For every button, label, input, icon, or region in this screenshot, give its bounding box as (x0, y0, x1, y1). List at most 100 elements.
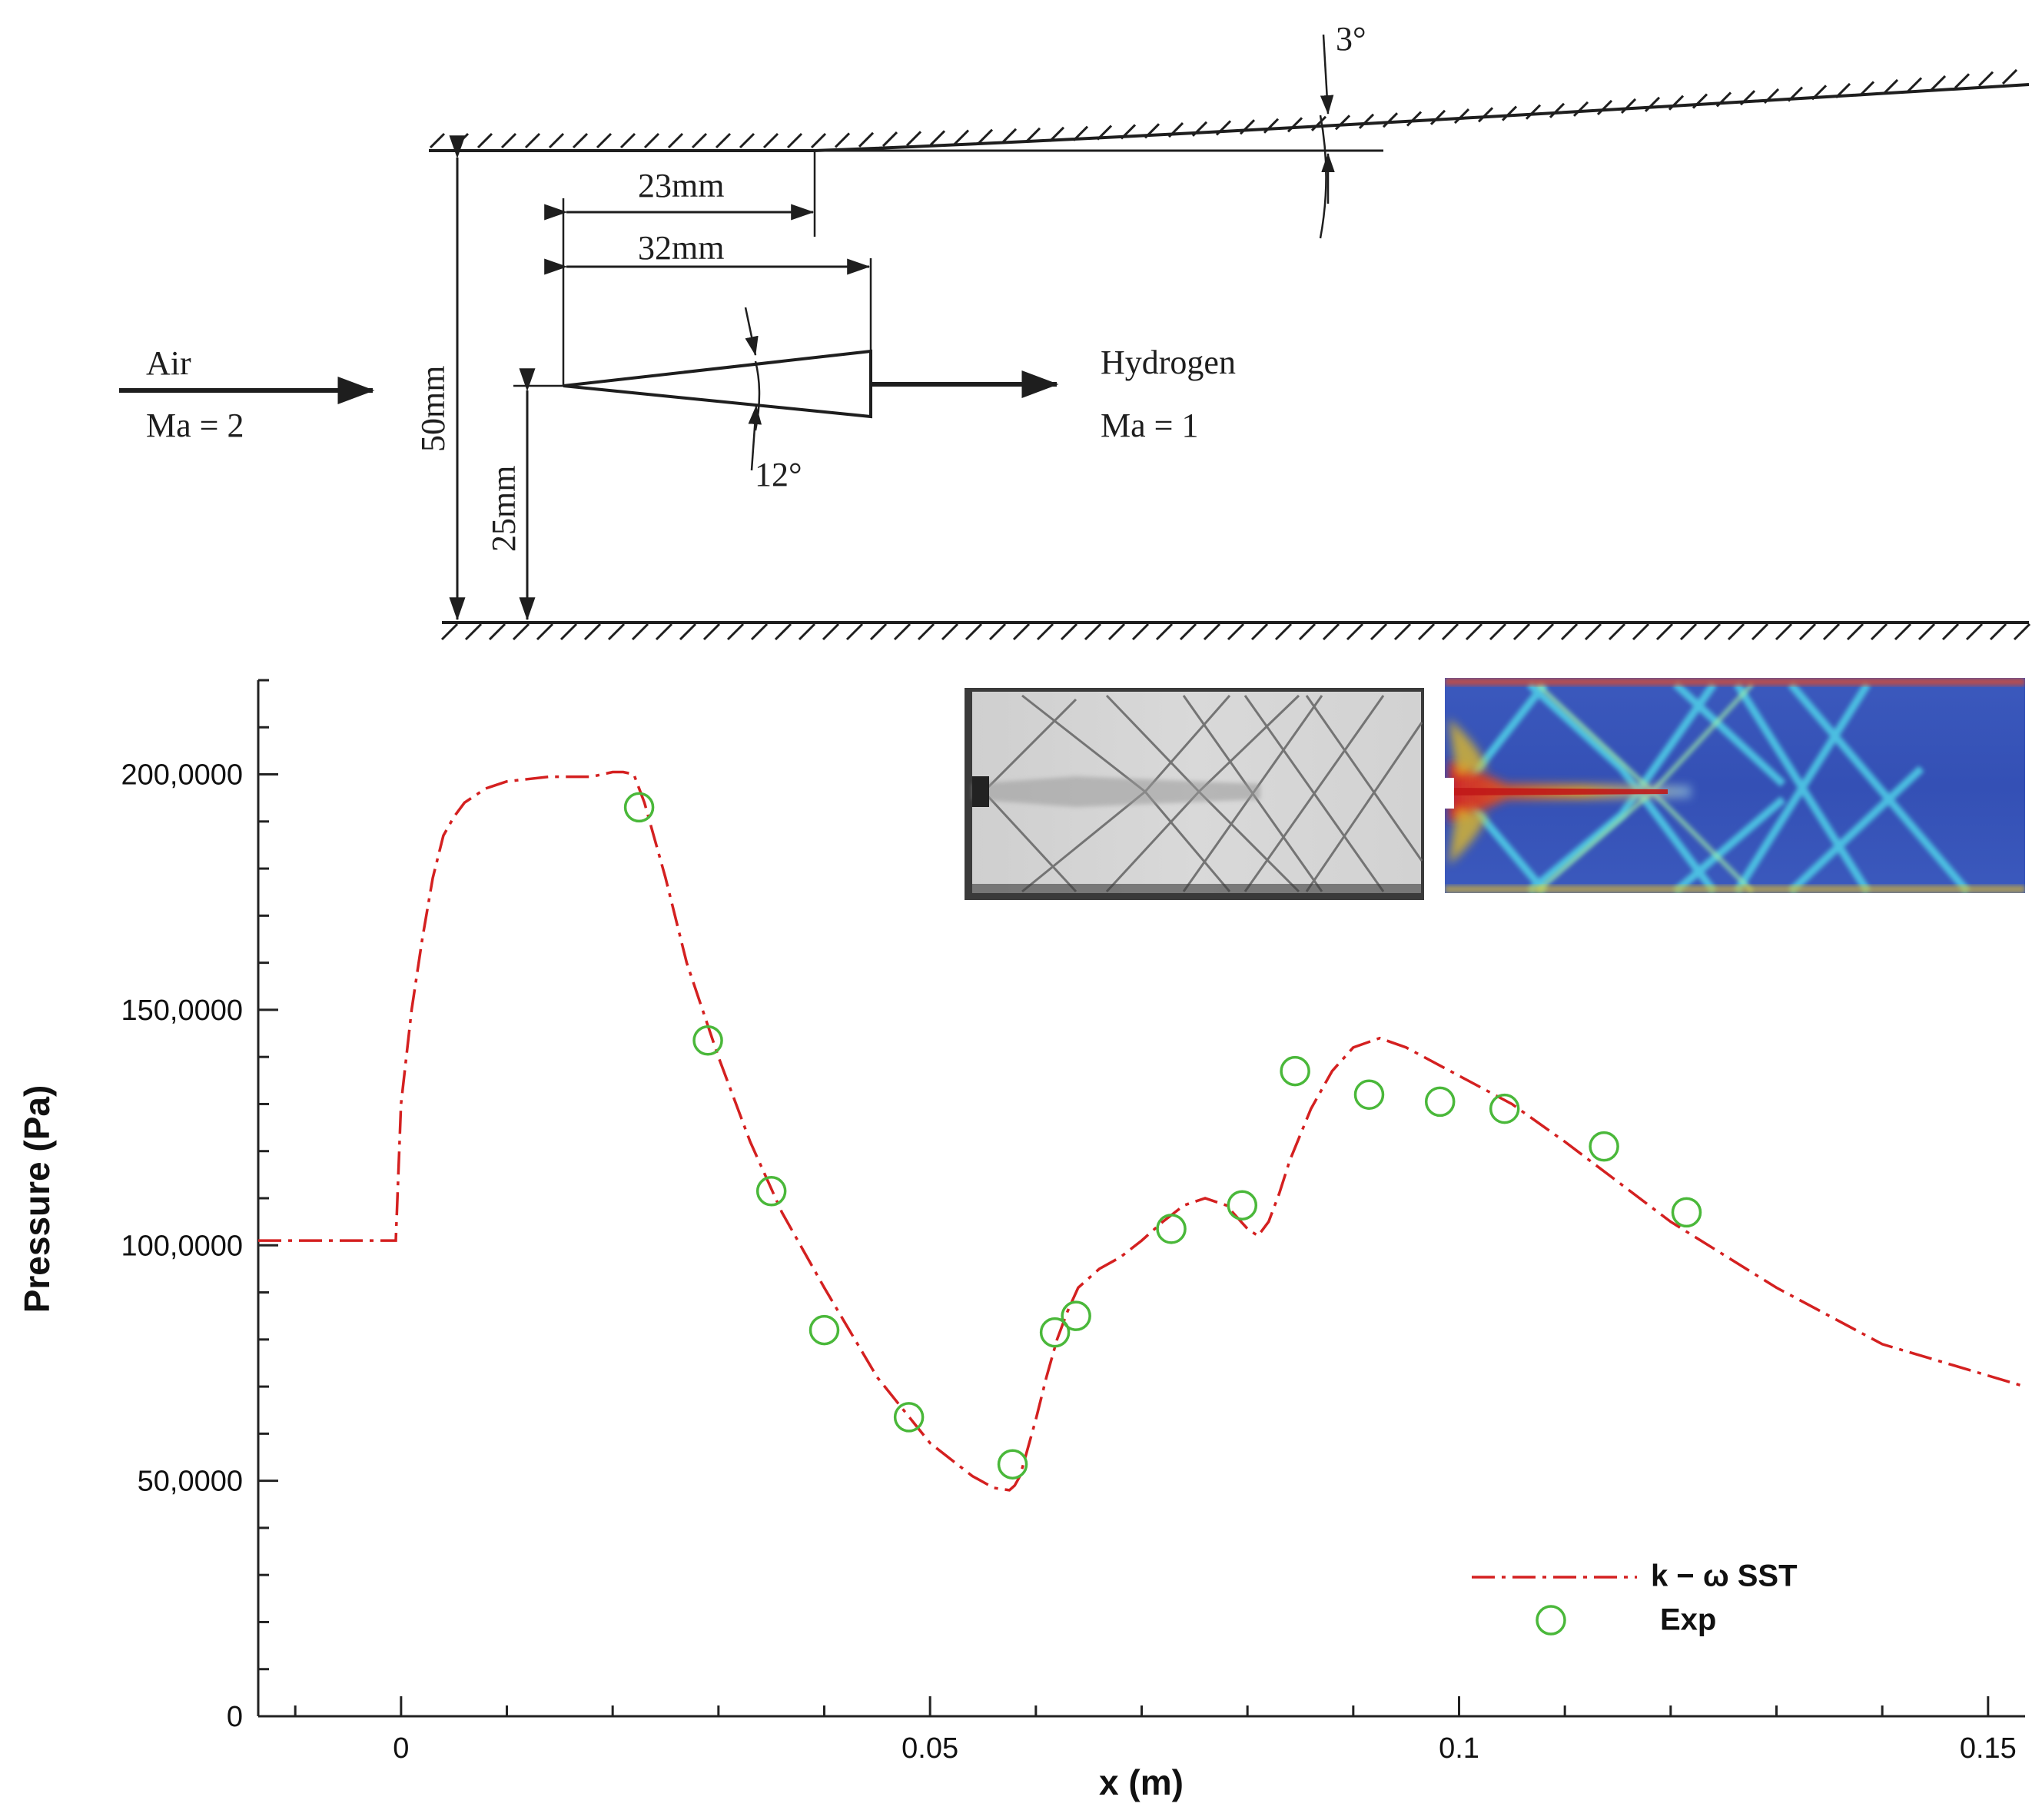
hatch-mark (619, 132, 636, 149)
hatch-mark (1107, 623, 1126, 641)
hatch-mark (1870, 623, 1888, 641)
hatch-mark (1501, 105, 1518, 121)
x-axis-label: x (m) (1099, 1762, 1184, 1802)
top-wall (429, 83, 2030, 152)
dim-25mm-label: 25mm (485, 466, 523, 552)
exp-data-point (1424, 1086, 1456, 1118)
hydrogen-mach-label: Ma = 1 (1101, 407, 1198, 444)
hatch-mark (1822, 623, 1841, 641)
schlieren-photo-inset (965, 688, 1424, 900)
hatch-mark (536, 623, 554, 641)
hatch-mark (1346, 623, 1364, 641)
exp-data-point (997, 1449, 1028, 1480)
x-tick-labels: 0 0.05 0.1 0.15 (393, 1732, 2017, 1765)
hatch-mark (524, 132, 541, 149)
hatch-mark (2013, 623, 2031, 641)
hatch-mark (679, 623, 697, 641)
hatch-mark (1441, 623, 1459, 641)
hatch-mark (512, 623, 530, 641)
hatch-mark (786, 132, 803, 149)
hatch-mark (893, 623, 911, 641)
hatch-mark (1882, 78, 1899, 95)
hatch-mark (476, 132, 493, 149)
hatch-mark (1858, 81, 1875, 97)
exp-data-point (1489, 1093, 1520, 1124)
hatch-mark (822, 623, 840, 641)
hatch-mark (810, 132, 827, 149)
hatch-mark (1060, 623, 1078, 641)
hatch-mark (798, 623, 816, 641)
exp-data-point (1671, 1197, 1702, 1228)
hatch-mark (559, 623, 578, 641)
hatch-mark (1644, 96, 1661, 112)
hatch-mark (1584, 623, 1602, 641)
exp-data-point (808, 1314, 840, 1346)
hatch-mark (929, 130, 946, 146)
hatch-mark (1179, 623, 1197, 641)
simulation-contour-inset (1445, 678, 2025, 893)
hatch-mark (1382, 112, 1399, 128)
hatch-mark (953, 129, 970, 145)
hatch-mark (1131, 623, 1150, 641)
hatch-mark (1453, 108, 1470, 125)
hatch-mark (1798, 623, 1817, 641)
hatch-mark (1620, 98, 1637, 114)
hatch-mark (464, 623, 483, 641)
hatch-mark (1834, 82, 1851, 98)
hatch-mark (1775, 623, 1793, 641)
hatch-mark (1572, 101, 1589, 117)
hatch-mark (869, 623, 888, 641)
hatch-mark (845, 623, 864, 641)
hatch-mark (1429, 109, 1446, 125)
hatch-mark (1203, 623, 1221, 641)
hatch-mark (1512, 623, 1531, 641)
hatch-mark (1393, 623, 1412, 641)
hatch-mark (1417, 623, 1436, 641)
pressure-chart: 0 0.05 0.1 0.15 0 50,0000 100,0000 150,0000 200… (17, 679, 2026, 1802)
hatch-mark (1811, 85, 1828, 101)
hatch-mark (631, 623, 649, 641)
hatch-mark (1370, 623, 1388, 641)
hatch-mark (440, 623, 459, 641)
hatch-mark (750, 623, 769, 641)
hatch-mark (548, 132, 565, 149)
hatch-mark (774, 623, 792, 641)
y-tick-label: 200,0000 (121, 759, 244, 792)
hatch-mark (1655, 623, 1674, 641)
hatch-mark (1739, 90, 1756, 106)
legend-exp-label: Exp (1660, 1603, 1716, 1637)
hatch-mark (572, 132, 589, 149)
hatch-mark (2001, 68, 2018, 85)
hatch-mark (1310, 115, 1327, 131)
hatch-mark (1536, 623, 1555, 641)
hatch-mark (965, 623, 983, 641)
hatch-mark (1965, 623, 1984, 641)
hatch-mark (1250, 623, 1269, 641)
hatch-mark (1727, 623, 1745, 641)
angle-3-arc (1319, 115, 1327, 239)
top-wall-hatching (429, 68, 2018, 149)
air-mach-label: Ma = 2 (146, 407, 244, 444)
hatch-mark (702, 623, 721, 641)
hatch-mark (1977, 71, 1994, 87)
hatch-mark (1989, 623, 2007, 641)
exp-data-point (1280, 1055, 1310, 1087)
hatch-mark (988, 623, 1007, 641)
hatch-mark (1144, 123, 1160, 139)
schematic-labels: Air Ma = 2 Hydrogen Ma = 1 23mm 32mm 50m… (146, 20, 1366, 552)
angle-12-label: 12° (755, 456, 802, 493)
hatch-mark (1215, 120, 1232, 136)
exp-data-point (1156, 1214, 1187, 1244)
hatch-mark (739, 132, 755, 149)
hatch-mark (834, 132, 851, 148)
hatch-mark (1596, 99, 1613, 115)
angle-3-label: 3° (1336, 20, 1366, 58)
hatch-mark (1322, 623, 1340, 641)
legend-model-label: k − ω SST (1651, 1559, 1798, 1593)
hatch-mark (726, 623, 745, 641)
hatch-mark (1930, 75, 1947, 91)
hatch-mark (1167, 122, 1184, 138)
x-tick-label: 0.15 (1960, 1732, 2017, 1765)
hatch-mark (1287, 117, 1303, 133)
